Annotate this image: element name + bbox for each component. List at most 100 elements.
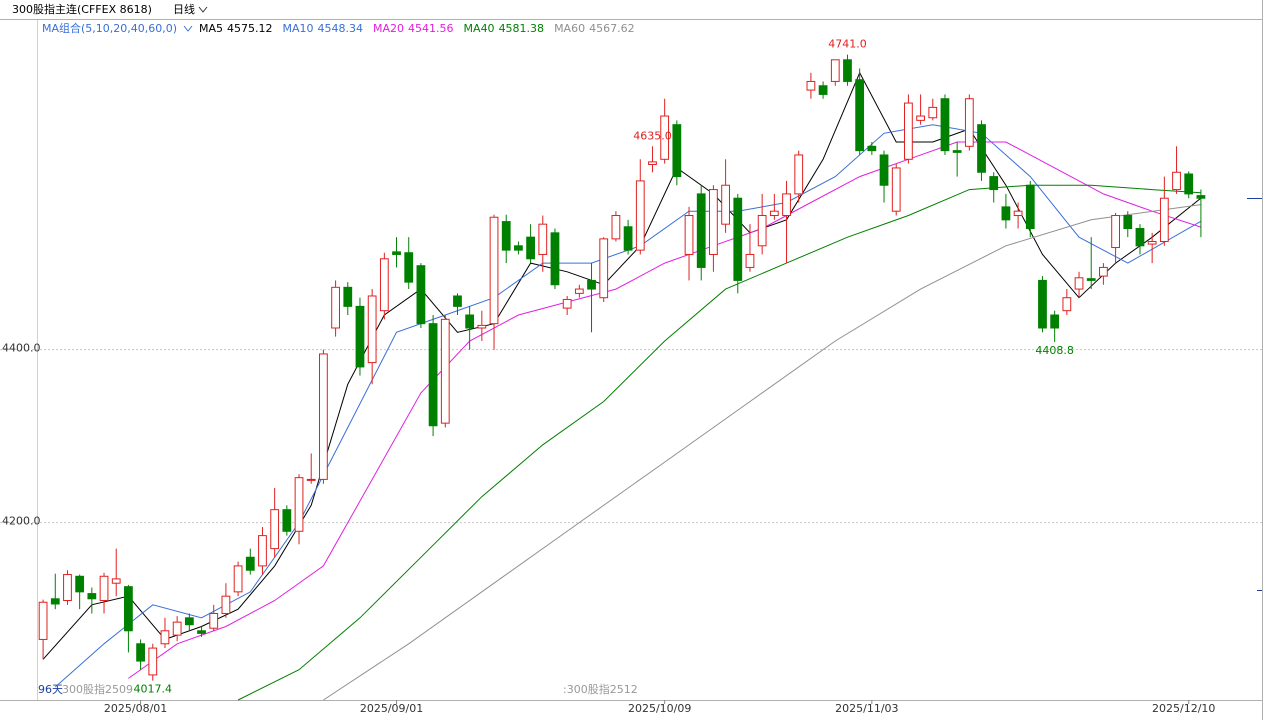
candle-body [489, 216, 499, 325]
candle-body [1001, 206, 1011, 221]
candle-body [160, 630, 170, 645]
chart-title: 300股指主连(CFFEX 8618) [12, 2, 152, 16]
candle-body [245, 556, 255, 571]
candle-body [550, 232, 560, 286]
extreme-label: 4741.0 [828, 38, 867, 51]
candle-body [964, 98, 974, 147]
candle-body [331, 286, 340, 329]
candle-body [501, 221, 511, 251]
candle-body [891, 167, 901, 212]
ma-line [237, 184, 1201, 701]
note: 300股指2509 [62, 682, 133, 696]
candle-body [367, 295, 377, 364]
ma-line [323, 204, 1201, 701]
candle-body [940, 98, 950, 152]
candle-body [99, 575, 109, 602]
candle-body [916, 115, 925, 121]
chevron [198, 6, 208, 13]
candle-body [709, 189, 718, 255]
candle-body [87, 593, 97, 600]
candle-body [440, 318, 450, 424]
candle-body [514, 245, 523, 251]
candle-body [1159, 197, 1169, 242]
candle-body [270, 509, 280, 550]
candle-body [379, 258, 389, 312]
candle-body [63, 574, 72, 602]
candle-body [184, 617, 194, 626]
candle-body [660, 115, 670, 160]
candle-body [453, 295, 462, 307]
candle-body [1184, 173, 1194, 195]
candle-body [928, 106, 938, 119]
candle-body [867, 145, 877, 152]
candle-body [855, 79, 865, 152]
candle-body [696, 193, 706, 268]
legend-value: 4567.62 [589, 22, 635, 35]
candle-body [769, 210, 779, 217]
candle-body [233, 565, 243, 593]
legend-name: MA40 [464, 22, 495, 35]
candle-body [1123, 215, 1133, 229]
candle-body [721, 184, 730, 225]
extreme-label: 4017.4 [134, 683, 173, 696]
legend-value: 4548.34 [318, 22, 364, 35]
legend-value: 4581.38 [499, 22, 545, 35]
note: 96天 [38, 683, 63, 696]
candle-body [258, 535, 267, 567]
candle-body [221, 595, 231, 614]
candle-body [977, 124, 986, 173]
candle-body [172, 621, 182, 636]
y-tick-label: 4400.0 [2, 342, 41, 355]
candle-body [952, 150, 962, 153]
candle-body [611, 215, 621, 240]
candle-body [319, 353, 328, 480]
candle-body [197, 630, 206, 634]
y-tick-label: 4200.0 [2, 515, 41, 528]
candle-body [574, 288, 584, 294]
candle-body [392, 251, 401, 255]
candle-body [635, 180, 645, 251]
note: :300股指2512 [563, 682, 638, 696]
candle-body [757, 215, 767, 247]
extreme-label: 4635.0 [633, 129, 672, 142]
candle-body [599, 238, 609, 299]
candle-body [733, 197, 743, 281]
candle-body [1099, 266, 1108, 277]
candle-body [1086, 278, 1096, 281]
legend-value: 4575.12 [227, 22, 273, 35]
candle-body [526, 236, 535, 260]
candle-body [904, 102, 913, 160]
legend-name: MA10 [283, 22, 314, 35]
candle-body [1013, 210, 1023, 217]
candle-body [684, 215, 694, 255]
candle-body [1196, 195, 1206, 199]
candle-body [416, 265, 426, 325]
candle-body [1074, 277, 1084, 290]
x-tick-label: 2025/10/09 [628, 702, 691, 715]
legend-name: MA5 [199, 22, 223, 35]
candle-body [50, 598, 60, 605]
candle-body [830, 59, 840, 82]
candle-body [538, 223, 548, 255]
ma-line [54, 124, 1202, 688]
candle-body [428, 323, 438, 427]
candle-body [136, 643, 145, 662]
period-selector[interactable]: 日线 [173, 2, 195, 16]
x-tick-label: 2025/12/10 [1152, 702, 1215, 715]
candle-body [124, 586, 133, 632]
chevron [183, 25, 193, 32]
candle-body [794, 154, 804, 195]
candle-body [355, 305, 365, 368]
candle-body [623, 226, 633, 251]
candle-body [38, 601, 48, 640]
candle-body [404, 252, 414, 283]
candle-body [1111, 215, 1120, 249]
extreme-label: 4408.8 [1035, 344, 1074, 357]
candle-body [587, 279, 596, 290]
candle-body [648, 161, 657, 165]
candle-body [1050, 314, 1060, 329]
ma-group[interactable]: MA组合(5,10,20,40,60,0) [42, 21, 177, 35]
x-tick-label: 2025/08/01 [104, 702, 167, 715]
candle-body [148, 647, 158, 676]
candle-body [562, 298, 572, 309]
